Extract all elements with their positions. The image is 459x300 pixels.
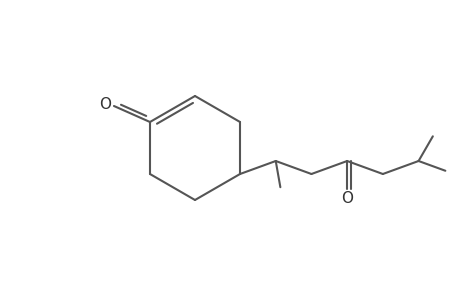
Text: O: O <box>99 97 111 112</box>
Text: O: O <box>341 190 353 206</box>
